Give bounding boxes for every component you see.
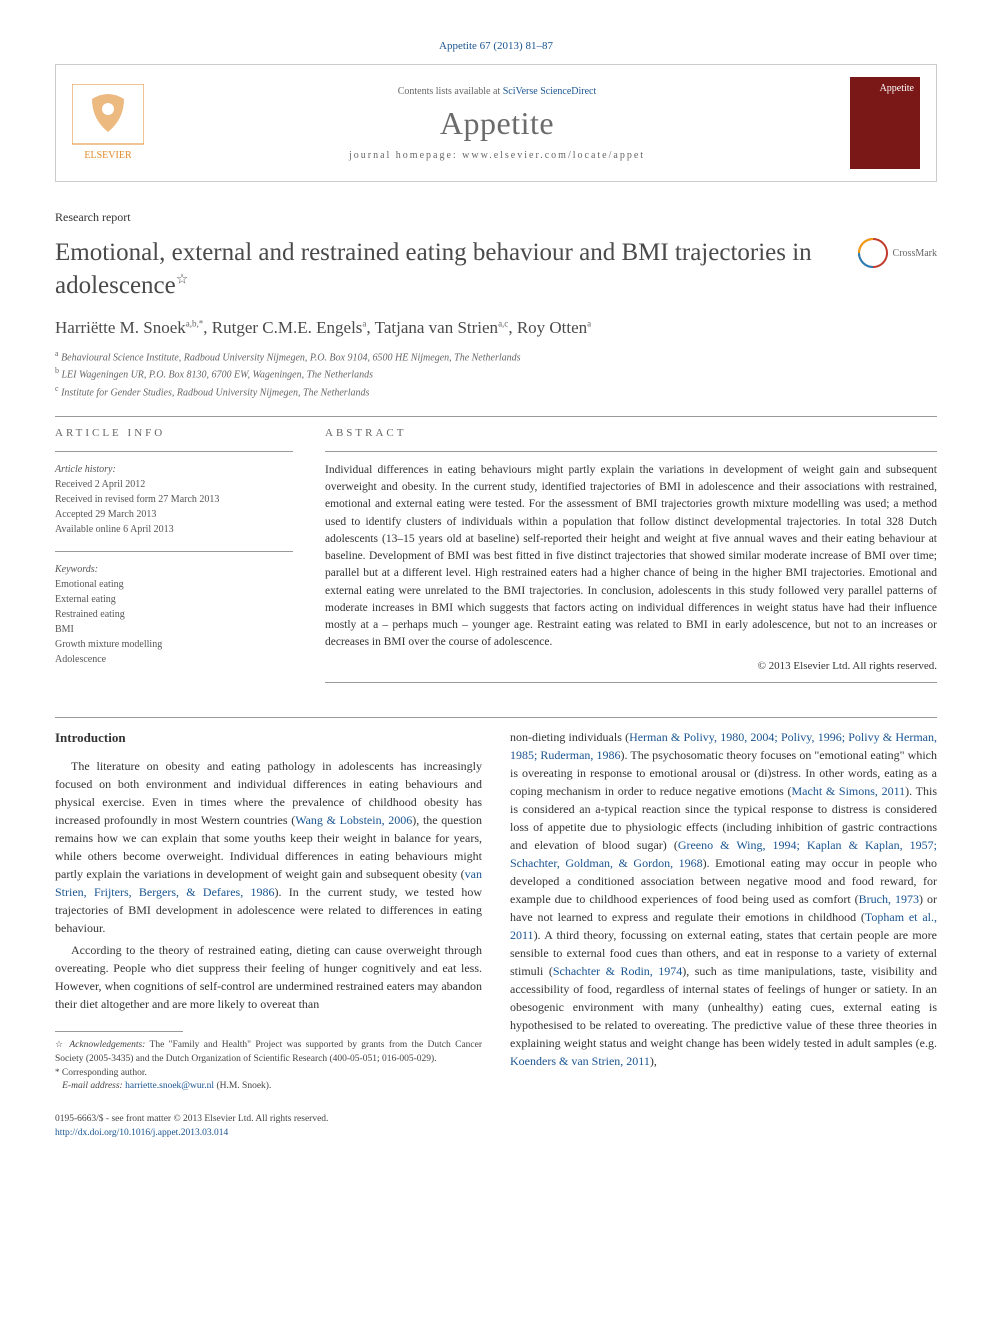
author: Rutger C.M.E. Engels	[212, 318, 363, 337]
journal-header: ELSEVIER Contents lists available at Sci…	[55, 64, 937, 182]
keyword: Emotional eating	[55, 577, 293, 592]
citation-link[interactable]: Macht & Simons, 2011	[792, 784, 906, 798]
title-text: Emotional, external and restrained eatin…	[55, 239, 812, 299]
article-type: Research report	[55, 210, 937, 225]
body-column-left: Introduction The literature on obesity a…	[55, 728, 482, 1094]
abstract-text: Individual differences in eating behavio…	[325, 462, 937, 652]
divider	[325, 682, 937, 683]
keyword: Adolescence	[55, 652, 293, 667]
homepage-url[interactable]: www.elsevier.com/locate/appet	[462, 150, 645, 161]
author-sup: a,b,*	[186, 318, 204, 328]
ack-label: Acknowledgements:	[69, 1040, 145, 1050]
body-column-right: non-dieting individuals (Herman & Polivy…	[510, 728, 937, 1094]
svg-text:ELSEVIER: ELSEVIER	[84, 150, 132, 161]
corresponding-author-footnote: * Corresponding author.	[55, 1066, 482, 1080]
keywords-block: Keywords: Emotional eating External eati…	[55, 562, 293, 667]
affiliations: a Behavioural Science Institute, Radboud…	[55, 348, 937, 400]
title-footnote-star: ☆	[176, 272, 189, 287]
homepage-prefix: journal homepage:	[349, 150, 462, 161]
crossmark-label: CrossMark	[893, 248, 937, 259]
keyword: Growth mixture modelling	[55, 637, 293, 652]
homepage-line: journal homepage: www.elsevier.com/locat…	[162, 150, 832, 161]
email-footnote: E-mail address: harriette.snoek@wur.nl (…	[55, 1080, 482, 1093]
author: Harriëtte M. Snoek	[55, 318, 186, 337]
crossmark-badge[interactable]: CrossMark	[857, 237, 937, 269]
citation-link[interactable]: Schachter & Rodin, 1974	[553, 964, 682, 978]
aff-sup: c	[55, 384, 59, 393]
history-item: Received in revised form 27 March 2013	[55, 492, 293, 507]
body-text: ),	[650, 1054, 657, 1068]
keyword: Restrained eating	[55, 607, 293, 622]
doi-link[interactable]: http://dx.doi.org/10.1016/j.appet.2013.0…	[55, 1128, 228, 1138]
authors-line: Harriëtte M. Snoeka,b,*, Rutger C.M.E. E…	[55, 318, 937, 338]
article-info-heading: ARTICLE INFO	[55, 427, 293, 439]
divider	[55, 416, 937, 417]
elsevier-logo: ELSEVIER	[72, 84, 144, 162]
citation-link[interactable]: Wang & Lobstein, 2006	[295, 813, 412, 827]
keyword: External eating	[55, 592, 293, 607]
acknowledgements-footnote: ☆ Acknowledgements: The "Family and Heal…	[55, 1038, 482, 1066]
affiliation: b LEI Wageningen UR, P.O. Box 8130, 6700…	[55, 365, 937, 382]
journal-cover-thumbnail: Appetite	[850, 77, 920, 169]
body-paragraph: According to the theory of restrained ea…	[55, 941, 482, 1013]
keywords-label: Keywords:	[55, 562, 293, 577]
author: Tatjana van Strien	[375, 318, 498, 337]
history-item: Available online 6 April 2013	[55, 522, 293, 537]
email-link[interactable]: harriette.snoek@wur.nl	[125, 1081, 214, 1091]
affiliation: c Institute for Gender Studies, Radboud …	[55, 383, 937, 400]
sciencedirect-link[interactable]: SciVerse ScienceDirect	[503, 86, 597, 97]
body-paragraph: The literature on obesity and eating pat…	[55, 757, 482, 937]
history-item: Accepted 29 March 2013	[55, 507, 293, 522]
crossmark-icon	[857, 237, 889, 269]
issn-line: 0195-6663/$ - see front matter © 2013 El…	[55, 1113, 937, 1126]
aff-text: Behavioural Science Institute, Radboud U…	[61, 352, 520, 363]
author: Roy Otten	[517, 318, 587, 337]
abstract-heading: ABSTRACT	[325, 427, 937, 439]
history-item: Received 2 April 2012	[55, 477, 293, 492]
footer: 0195-6663/$ - see front matter © 2013 El…	[55, 1113, 937, 1140]
contents-prefix: Contents lists available at	[398, 86, 503, 97]
article-history: Article history: Received 2 April 2012 R…	[55, 462, 293, 537]
affiliation: a Behavioural Science Institute, Radboud…	[55, 348, 937, 365]
divider	[55, 717, 937, 718]
journal-name: Appetite	[162, 105, 832, 142]
article-title: Emotional, external and restrained eatin…	[55, 237, 837, 302]
aff-text: LEI Wageningen UR, P.O. Box 8130, 6700 E…	[62, 370, 373, 381]
email-paren: (H.M. Snoek).	[214, 1081, 271, 1091]
citation-link[interactable]: Bruch, 1973	[859, 892, 919, 906]
aff-sup: a	[55, 349, 59, 358]
aff-text: Institute for Gender Studies, Radboud Un…	[61, 387, 369, 398]
contents-line: Contents lists available at SciVerse Sci…	[162, 86, 832, 97]
history-label: Article history:	[55, 462, 293, 477]
footnote-divider	[55, 1031, 183, 1032]
divider	[55, 451, 293, 452]
citation-link[interactable]: Koenders & van Strien, 2011	[510, 1054, 650, 1068]
email-label: E-mail address:	[62, 1081, 123, 1091]
body-paragraph: non-dieting individuals (Herman & Polivy…	[510, 728, 937, 1070]
author-sup: a	[362, 318, 366, 328]
aff-sup: b	[55, 366, 59, 375]
author-sup: a,c	[498, 318, 508, 328]
divider	[55, 551, 293, 552]
divider	[325, 451, 937, 452]
footnote-star: ☆	[55, 1039, 65, 1049]
body-text: non-dieting individuals (	[510, 730, 629, 744]
corr-text: Corresponding author.	[60, 1068, 147, 1078]
author-sup: a	[587, 318, 591, 328]
cover-label: Appetite	[880, 83, 914, 94]
intro-heading: Introduction	[55, 728, 482, 748]
abstract-copyright: © 2013 Elsevier Ltd. All rights reserved…	[325, 660, 937, 672]
citation: Appetite 67 (2013) 81–87	[55, 40, 937, 52]
keyword: BMI	[55, 622, 293, 637]
